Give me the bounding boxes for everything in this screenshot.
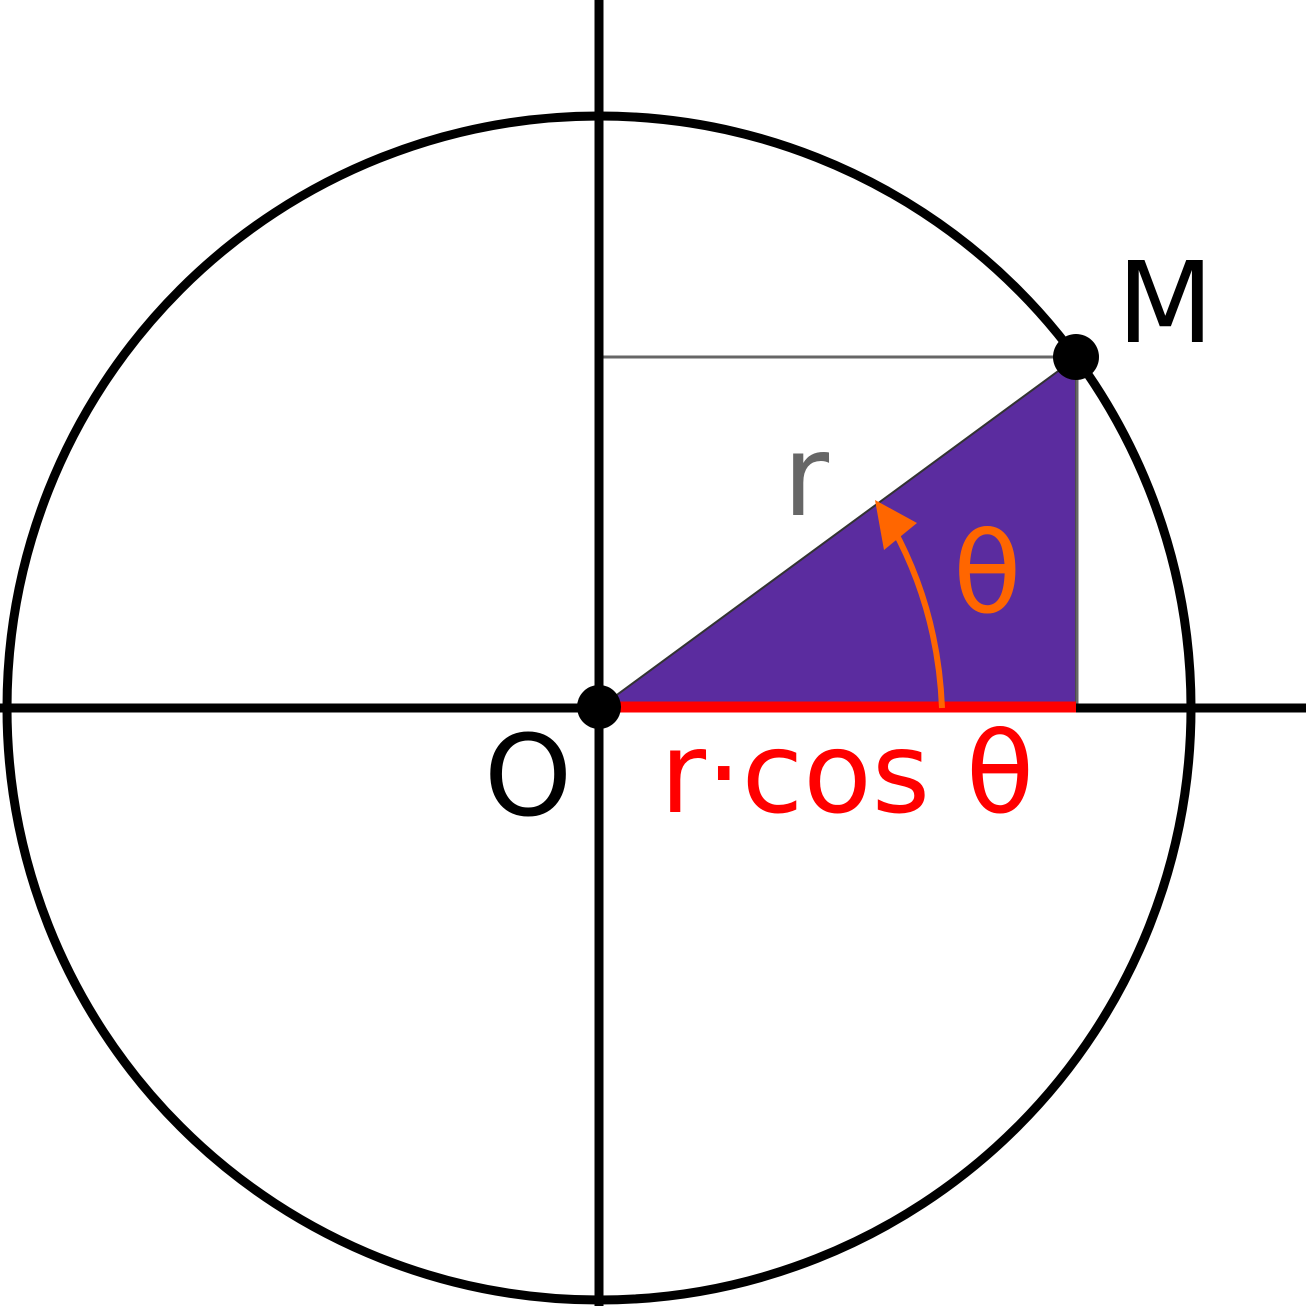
origin-point xyxy=(577,685,621,729)
projection-label: r·cos θ xyxy=(660,709,1034,839)
radius-label: r xyxy=(783,412,830,542)
angle-arrowhead xyxy=(875,500,917,550)
point-m xyxy=(1053,334,1099,380)
point-m-label: M xyxy=(1117,239,1214,369)
angle-arc xyxy=(890,526,945,709)
origin-label: O xyxy=(484,712,572,842)
angle-label: θ xyxy=(953,509,1022,639)
